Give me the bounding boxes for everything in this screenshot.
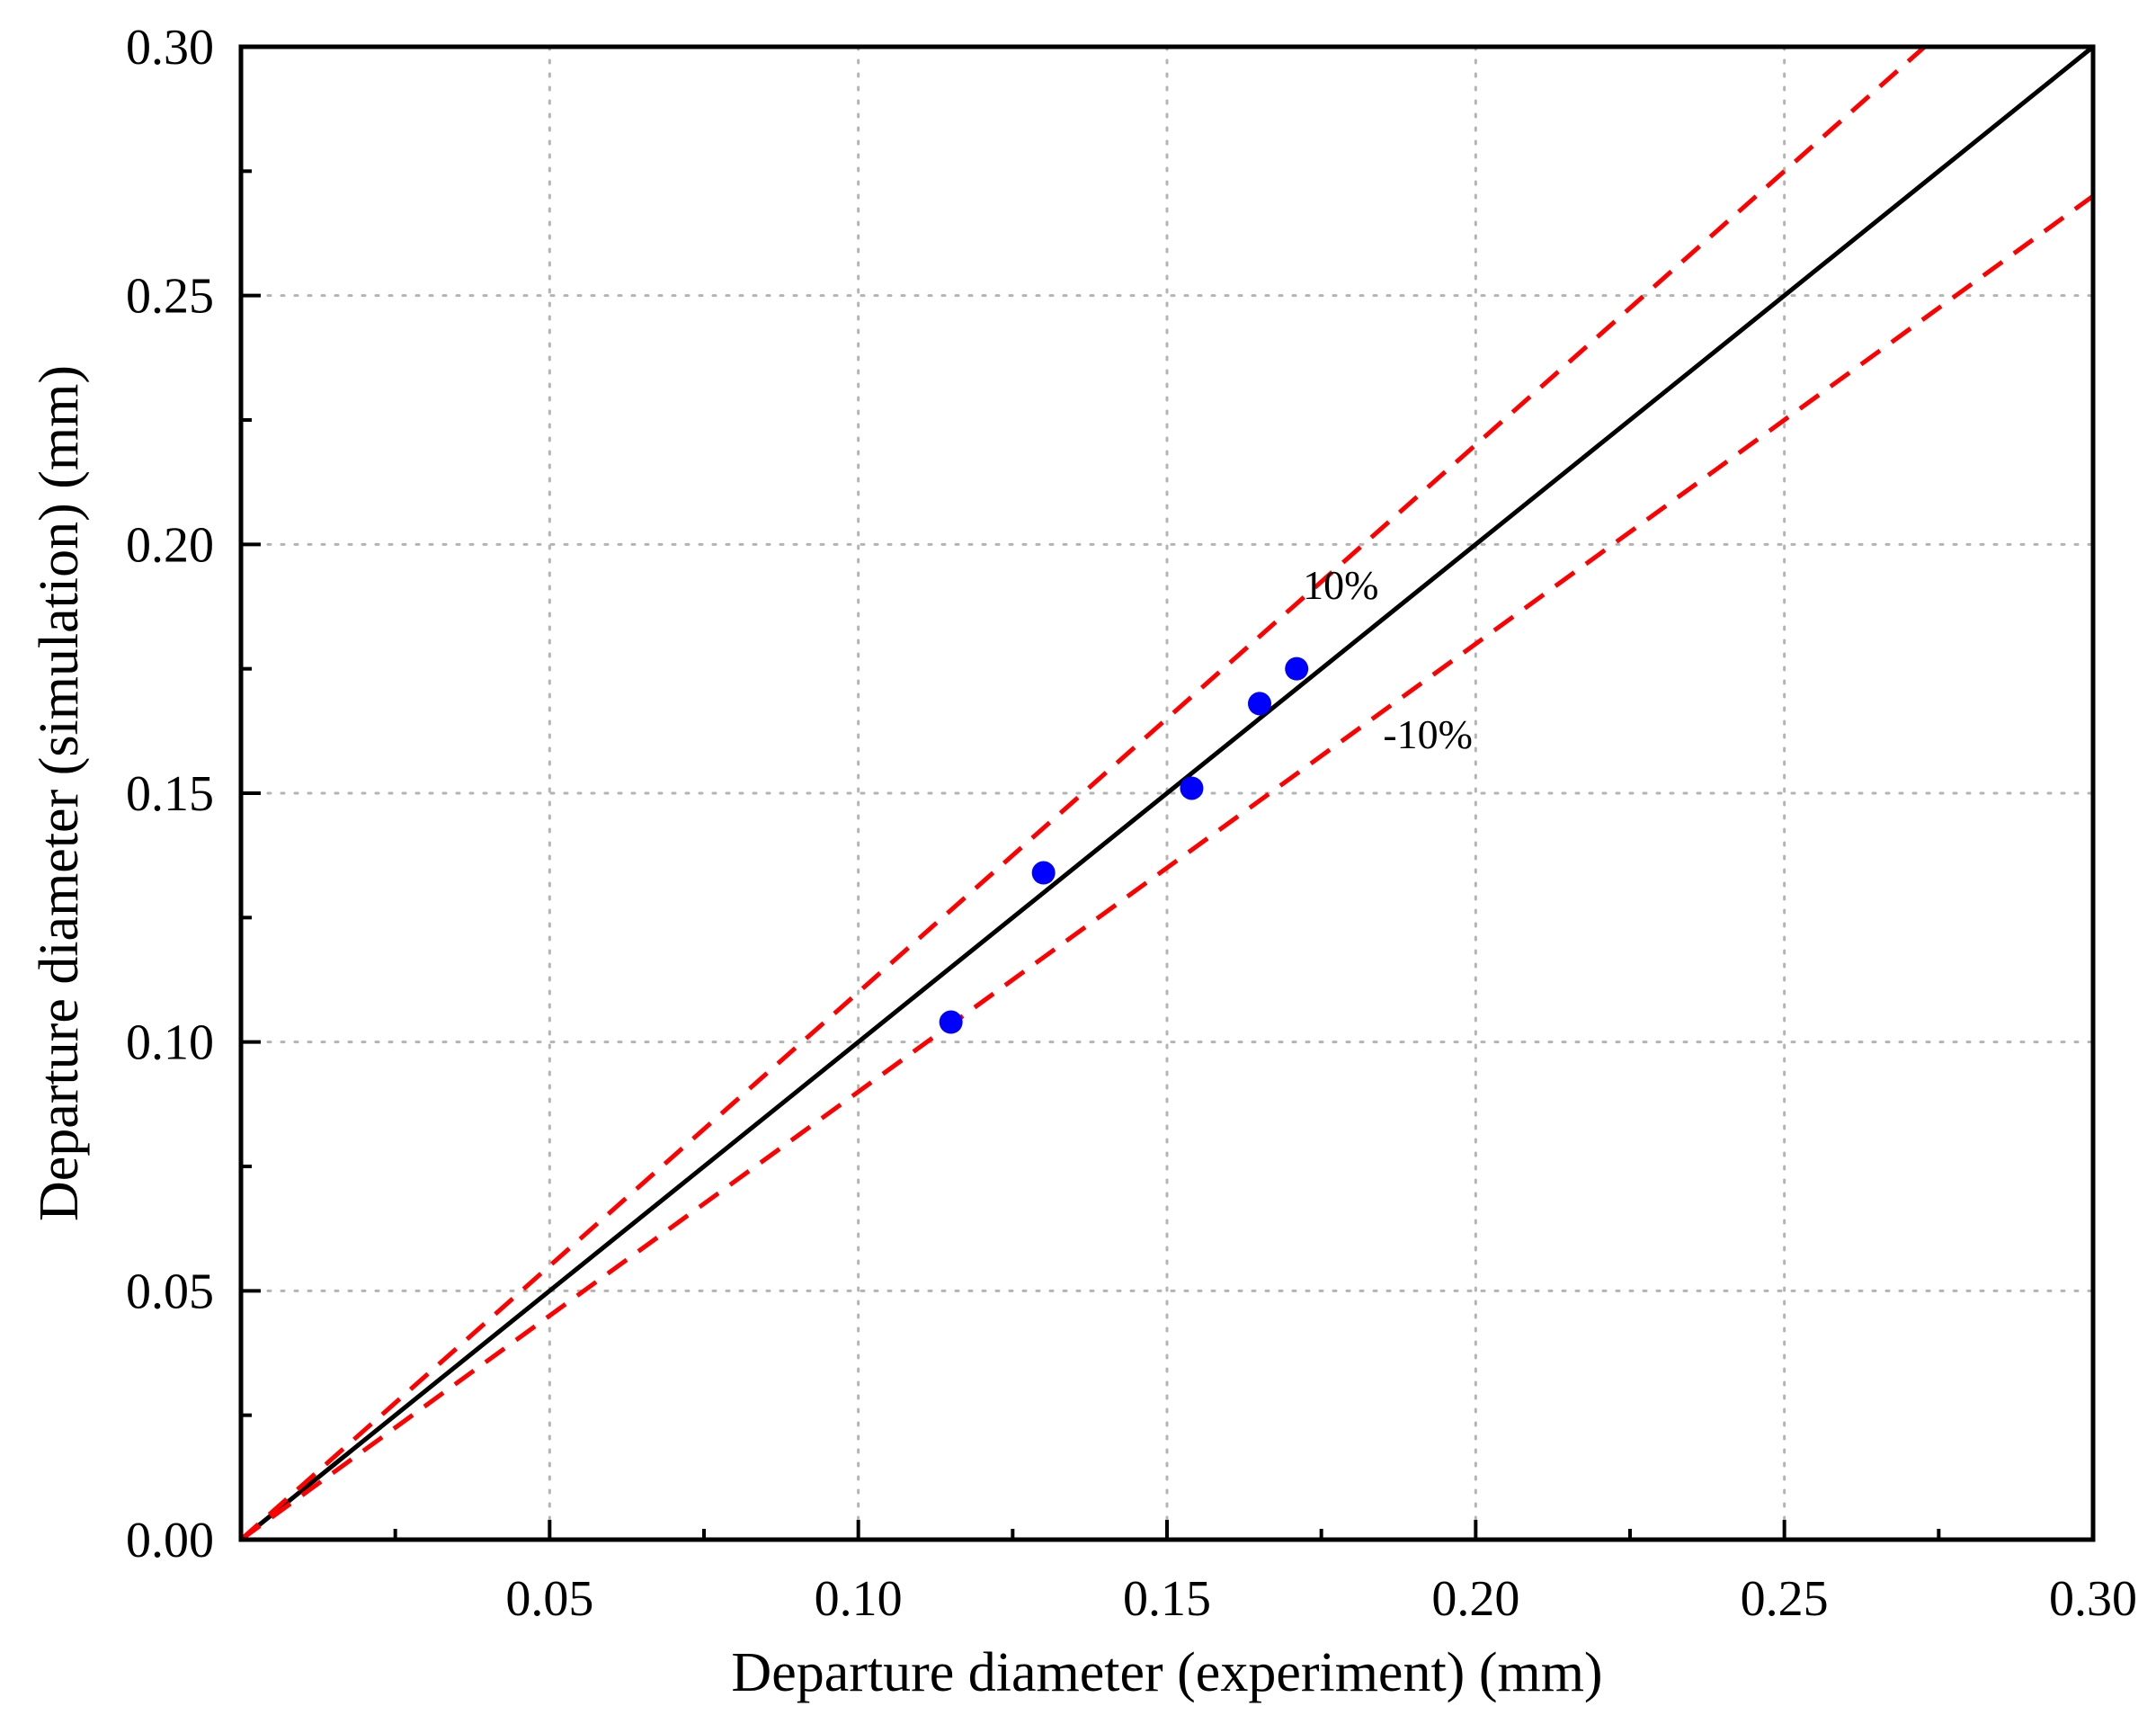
y-tick-label-6: 0.30: [126, 20, 214, 76]
annotation-label-0: 10%: [1303, 562, 1378, 608]
annotations: 10% -10%: [1303, 562, 1473, 757]
data-point-0-0: [939, 1010, 963, 1034]
y-tick-label-5: 0.25: [126, 269, 214, 325]
annotation-label-1: -10%: [1383, 711, 1473, 757]
x-tick-labels: 0.05 0.10 0.15 0.20 0.25 0.30: [505, 1571, 2137, 1627]
data-points: [939, 657, 1309, 1034]
x-tick-label-5: 0.30: [2049, 1571, 2137, 1627]
reference-line-2: [239, 193, 2095, 1542]
y-tick-label-0: 0.00: [126, 1513, 214, 1568]
plot-frame: [238, 44, 2096, 1542]
reference-lines: [239, 45, 2095, 1542]
x-tick-label-0: 0.05: [505, 1571, 593, 1627]
x-tick-label-3: 0.20: [1431, 1571, 1519, 1627]
x-axis-title: Departure diameter (experiment) (mm): [731, 1642, 1602, 1703]
data-point-0-1: [1031, 861, 1056, 885]
x-tick-label-2: 0.15: [1123, 1571, 1211, 1627]
data-point-0-4: [1285, 657, 1309, 681]
y-tick-labels: 0.00 0.05 0.10 0.15 0.20 0.25 0.30: [126, 20, 214, 1568]
y-tick-label-1: 0.05: [126, 1264, 214, 1319]
y-tick-label-3: 0.15: [126, 766, 214, 822]
x-tick-label-1: 0.10: [815, 1571, 903, 1627]
data-point-0-3: [1248, 692, 1271, 716]
y-axis-title: Departure diameter (simulation) (mm): [29, 365, 90, 1221]
y-tick-label-4: 0.20: [126, 517, 214, 573]
data-point-0-2: [1180, 776, 1204, 800]
y-tick-label-2: 0.10: [126, 1015, 214, 1071]
x-tick-label-4: 0.25: [1741, 1571, 1829, 1627]
reference-line-0: [239, 45, 2095, 1541]
